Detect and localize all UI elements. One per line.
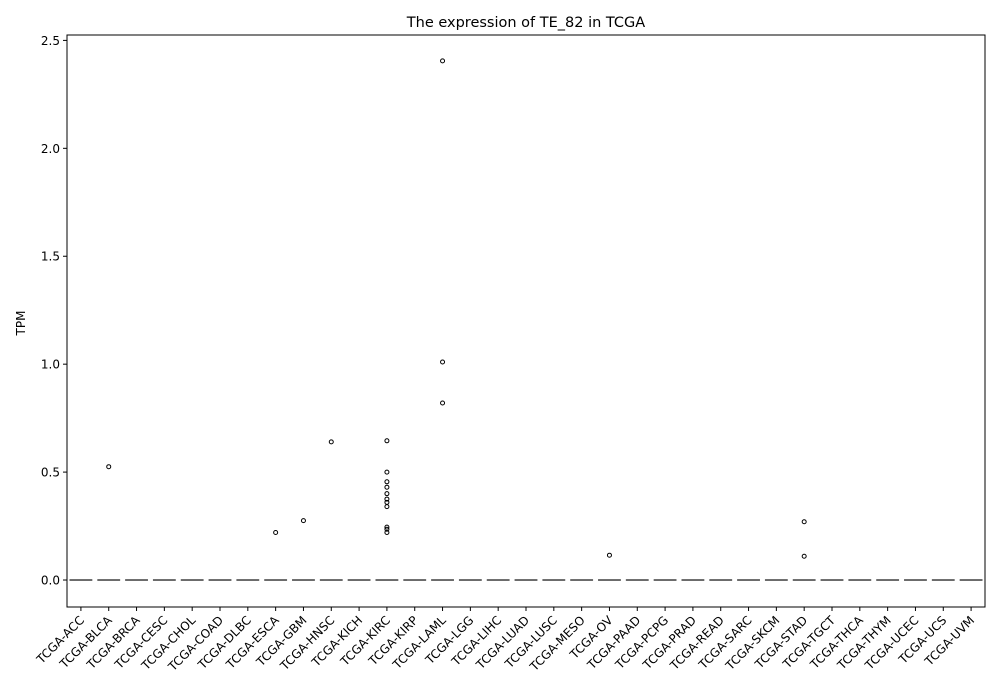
outlier-point: [273, 530, 279, 536]
outlier-point: [801, 553, 807, 559]
outlier-point: [384, 491, 390, 497]
y-axis-label: TPM: [14, 311, 28, 337]
outlier-point: [440, 58, 446, 64]
outlier-point: [384, 504, 390, 510]
x-axis-ticks: TCGA-ACCTCGA-BLCATCGA-BRCATCGA-CESCTCGA-…: [33, 607, 977, 674]
outlier-point: [384, 496, 390, 502]
outlier-point: [300, 518, 306, 524]
outlier-point: [606, 552, 612, 558]
outlier-point: [384, 484, 390, 490]
outlier-layer: [106, 58, 807, 559]
outlier-point: [384, 524, 390, 530]
y-tick-label: 1.5: [41, 250, 60, 264]
plot-area-frame: [66, 34, 986, 608]
outlier-point: [384, 530, 390, 536]
outlier-point: [384, 438, 390, 444]
y-tick-label: 0.5: [41, 466, 60, 480]
box-layer: [69, 579, 983, 581]
outlier-point: [328, 439, 334, 445]
y-tick-label: 1.0: [41, 358, 60, 372]
y-tick-label: 2.0: [41, 142, 60, 156]
outlier-point: [440, 400, 446, 406]
outlier-point: [106, 464, 112, 470]
y-axis-ticks: 0.0 0.5 1.0 1.5 2.0 2.5: [41, 34, 67, 588]
outlier-point: [384, 479, 390, 485]
outlier-point: [384, 469, 390, 475]
outlier-point: [440, 359, 446, 365]
chart-title: The expression of TE_82 in TCGA: [406, 15, 646, 31]
outlier-point: [801, 519, 807, 525]
y-tick-label: 0.0: [41, 574, 60, 588]
outlier-point: [384, 526, 390, 532]
y-tick-label: 2.5: [41, 34, 60, 48]
